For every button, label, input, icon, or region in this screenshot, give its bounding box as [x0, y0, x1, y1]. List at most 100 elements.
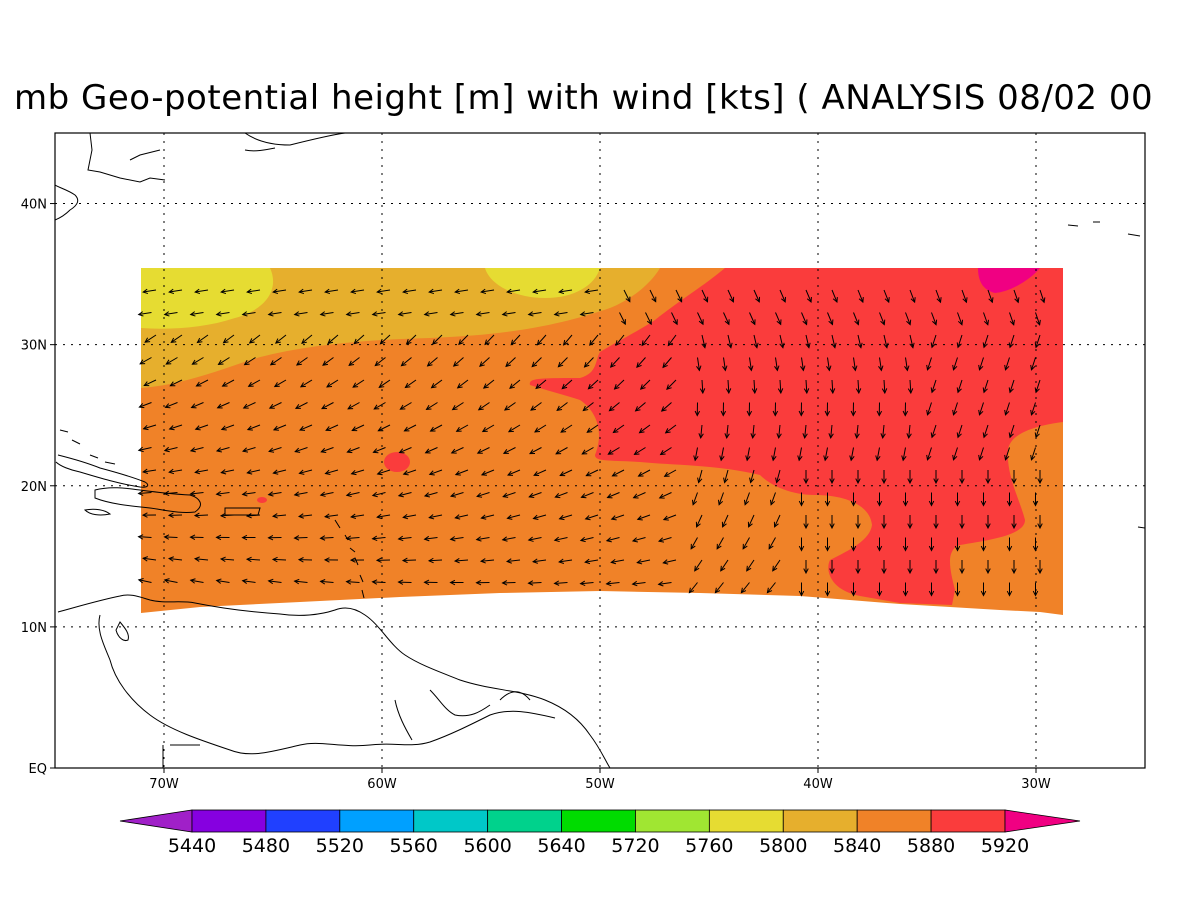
- wind-arrow: [905, 312, 912, 326]
- wind-arrow: [245, 556, 261, 563]
- wind-arrow: [450, 447, 464, 454]
- wind-arrow: [1011, 515, 1017, 530]
- wind-arrow: [220, 288, 235, 295]
- wind-arrow: [779, 289, 786, 303]
- colorbar-label: 5800: [759, 835, 807, 857]
- wind-arrow: [850, 492, 857, 507]
- colorbar-label: 5840: [833, 835, 881, 857]
- wind-arrow: [246, 424, 261, 431]
- wind-arrow: [506, 514, 521, 520]
- wind-arrow: [273, 379, 287, 388]
- wind-arrow: [959, 515, 965, 530]
- wind-arrow: [528, 492, 542, 499]
- wind-arrow: [956, 424, 963, 439]
- wind-arrow: [800, 357, 806, 372]
- wind-arrow: [536, 334, 547, 346]
- wind-arrow: [933, 560, 939, 575]
- wind-arrow: [1006, 492, 1013, 507]
- wind-arrow: [719, 447, 725, 462]
- wind-arrow: [978, 447, 984, 461]
- wind-arrow: [144, 334, 157, 343]
- colorbar-label: 5440: [168, 835, 216, 857]
- x-tick-label: 50W: [585, 777, 615, 792]
- wind-arrow: [271, 513, 287, 519]
- wind-arrow: [423, 492, 438, 498]
- wind-arrow: [376, 469, 391, 476]
- wind-arrow: [695, 514, 703, 528]
- wind-arrow: [611, 469, 625, 477]
- wind-arrow: [400, 357, 412, 367]
- wind-arrow: [906, 424, 912, 440]
- wind-arrow: [855, 379, 862, 395]
- colorbar-max-arrow: [1004, 809, 1081, 833]
- wind-arrow: [688, 582, 698, 594]
- wind-arrow: [803, 560, 809, 575]
- wind-arrow: [346, 447, 360, 454]
- wind-arrow: [268, 447, 282, 453]
- wind-arrow: [534, 424, 547, 433]
- wind-arrow: [694, 402, 701, 417]
- wind-arrow: [772, 402, 779, 417]
- wind-arrow: [449, 579, 464, 586]
- wind-arrow: [268, 402, 282, 409]
- wind-arrow: [169, 379, 183, 387]
- wind-arrow: [805, 289, 812, 303]
- wind-arrow: [196, 334, 209, 344]
- wind-arrow: [854, 424, 860, 440]
- wind-arrow: [701, 289, 709, 303]
- wind-arrow: [724, 424, 730, 440]
- wind-arrow: [531, 357, 542, 368]
- wind-arrow: [532, 558, 547, 564]
- wind-arrow: [371, 491, 386, 498]
- field-5920: [529, 268, 1063, 605]
- wind-arrow: [623, 289, 631, 303]
- wind-arrow: [375, 557, 391, 563]
- wind-arrow: [636, 559, 651, 565]
- wind-arrow: [142, 556, 157, 562]
- wind-arrow: [295, 357, 308, 366]
- wind-arrow: [479, 357, 490, 367]
- wind-arrow: [696, 357, 702, 372]
- wind-arrow: [583, 357, 594, 368]
- wind-arrow: [215, 447, 230, 453]
- wind-arrow: [527, 311, 542, 317]
- wind-arrow: [535, 379, 547, 390]
- wind-arrow: [454, 514, 469, 520]
- wind-arrow: [663, 469, 677, 477]
- wind-arrow: [215, 578, 230, 584]
- wind-arrow: [775, 469, 781, 484]
- wind-arrow: [267, 491, 282, 497]
- wind-arrow: [881, 515, 887, 530]
- wind-arrow: [423, 579, 438, 586]
- colorbar-label: 5640: [537, 835, 585, 857]
- wind-arrow: [1004, 447, 1010, 461]
- colorbar-label: 5920: [981, 835, 1029, 857]
- wind-arrow: [353, 334, 365, 345]
- wind-arrow: [930, 424, 937, 439]
- wind-arrow: [164, 402, 178, 409]
- wind-arrow: [926, 357, 932, 371]
- wind-arrow: [216, 402, 230, 409]
- wind-arrow: [553, 311, 568, 317]
- wind-arrow: [902, 492, 909, 507]
- colorbar-box: [930, 809, 1006, 833]
- wind-arrow: [301, 334, 313, 344]
- wind-arrow: [426, 357, 438, 367]
- wind-arrow: [507, 469, 521, 476]
- wind-arrow: [241, 311, 256, 317]
- wind-arrow: [449, 492, 464, 498]
- wind-arrow: [849, 447, 855, 462]
- wind-arrow: [480, 288, 495, 295]
- colorbar-box: [413, 809, 489, 833]
- wind-arrow: [580, 492, 594, 499]
- wind-arrow: [961, 289, 968, 304]
- wind-arrow: [798, 537, 805, 552]
- wind-arrow: [505, 558, 521, 564]
- wind-arrow: [142, 424, 157, 431]
- wind-arrow: [168, 288, 183, 295]
- wind-arrow: [397, 492, 412, 498]
- wind-arrow: [324, 513, 339, 519]
- wind-arrow: [345, 311, 360, 317]
- wind-arrow: [926, 447, 932, 461]
- wind-arrow: [428, 469, 443, 476]
